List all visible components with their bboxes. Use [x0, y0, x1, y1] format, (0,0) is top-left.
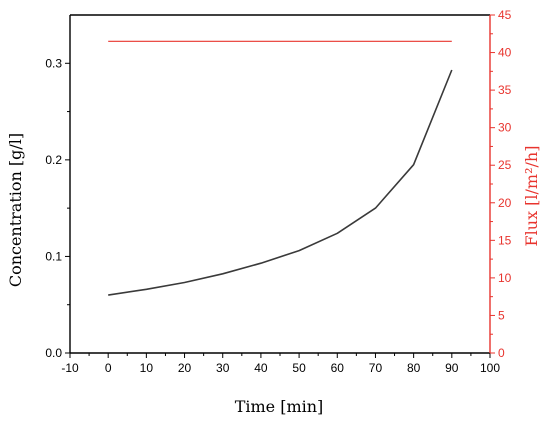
y-left-tick-label: 0.3: [45, 56, 62, 70]
y-axis-right: 0 5 10 15 20 25 30 35 40 45: [490, 8, 512, 360]
y-left-tick-label: 0.2: [45, 153, 62, 167]
y-right-tick-label: 10: [498, 271, 512, 285]
x-tick-label: -10: [61, 361, 79, 375]
y-right-tick-label: 0: [498, 346, 505, 360]
y-axis-right-title: Flux [l/m²/h]: [522, 146, 541, 247]
y-right-tick-label: 40: [498, 46, 512, 60]
x-axis-title: Time [min]: [235, 397, 324, 416]
x-tick-label: 30: [216, 361, 230, 375]
x-tick-label: 20: [178, 361, 192, 375]
y-axis-left: 0.0 0.1 0.2 0.3: [45, 56, 70, 360]
y-right-tick-label: 15: [498, 233, 512, 247]
y-left-tick-label: 0.0: [45, 346, 62, 360]
y-right-tick-label: 25: [498, 158, 512, 172]
y-axis-left-title: Concentration [g/l]: [6, 133, 25, 287]
x-tick-label: 100: [480, 361, 500, 375]
x-tick-label: 90: [445, 361, 459, 375]
y-right-tick-label: 30: [498, 121, 512, 135]
y-right-tick-label: 20: [498, 196, 512, 210]
concentration-series-line: [108, 69, 453, 296]
x-tick-label: 10: [140, 361, 154, 375]
x-tick-label: 0: [105, 361, 112, 375]
x-tick-label: 40: [254, 361, 268, 375]
y-right-tick-label: 5: [498, 308, 505, 322]
y-left-tick-label: 0.1: [45, 249, 62, 263]
x-tick-label: 70: [369, 361, 383, 375]
x-tick-label: 50: [292, 361, 306, 375]
x-tick-label: 80: [407, 361, 421, 375]
y-right-tick-label: 45: [498, 8, 512, 22]
series-layer: [108, 40, 453, 296]
plot-frame: [69, 14, 491, 354]
x-axis: -10 0 10 20 30 40 50 60 70 80 90 100: [61, 353, 500, 375]
x-tick-label: 60: [331, 361, 345, 375]
y-right-tick-label: 35: [498, 83, 512, 97]
